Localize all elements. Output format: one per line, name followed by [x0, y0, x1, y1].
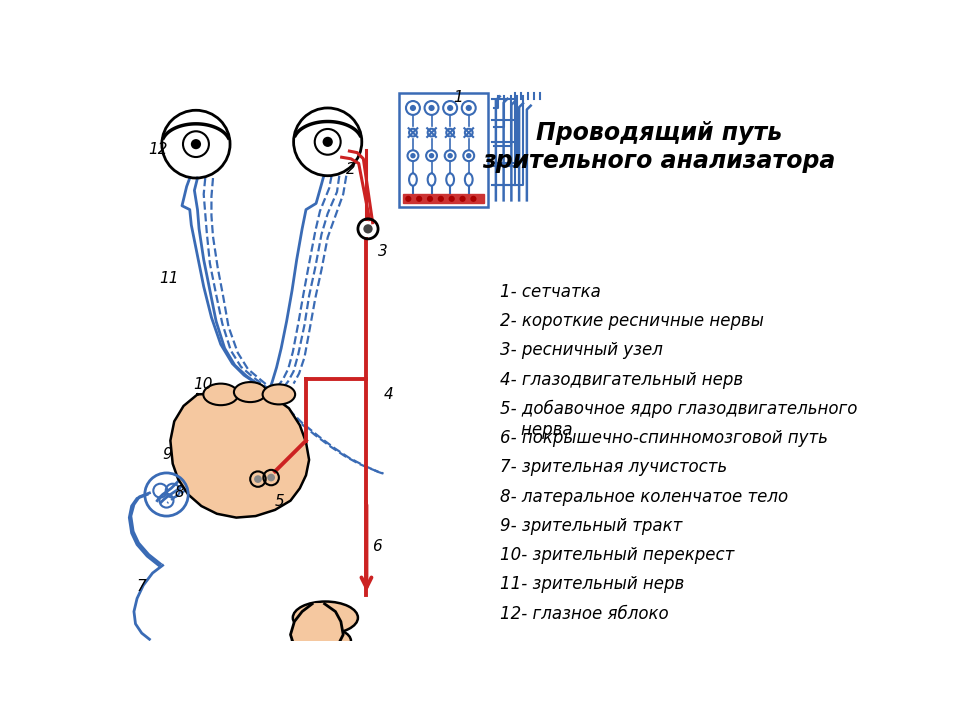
Circle shape — [460, 196, 466, 202]
Ellipse shape — [234, 382, 267, 402]
Circle shape — [429, 153, 434, 158]
Text: 5: 5 — [275, 495, 285, 510]
FancyBboxPatch shape — [403, 194, 484, 204]
Text: 4- глазодвигательный нерв: 4- глазодвигательный нерв — [500, 371, 743, 389]
Ellipse shape — [446, 174, 454, 186]
Text: 10- зрительный перекрест: 10- зрительный перекрест — [500, 546, 734, 564]
Text: 8- латеральное коленчатое тело: 8- латеральное коленчатое тело — [500, 487, 788, 505]
Text: 7- зрительная лучистость: 7- зрительная лучистость — [500, 459, 727, 477]
Text: 2- короткие ресничные нервы: 2- короткие ресничные нервы — [500, 312, 763, 330]
Circle shape — [448, 196, 455, 202]
Text: 11: 11 — [158, 271, 179, 286]
Polygon shape — [291, 604, 344, 695]
Text: 10: 10 — [194, 377, 213, 392]
Ellipse shape — [465, 174, 472, 186]
Text: 12- глазное яблоко: 12- глазное яблоко — [500, 605, 668, 623]
Circle shape — [323, 137, 333, 147]
Circle shape — [254, 475, 262, 483]
FancyBboxPatch shape — [399, 93, 488, 207]
Polygon shape — [299, 614, 337, 689]
Circle shape — [416, 196, 422, 202]
Circle shape — [363, 224, 372, 233]
Circle shape — [427, 196, 433, 202]
Text: 9: 9 — [162, 446, 173, 462]
Ellipse shape — [292, 627, 351, 654]
Text: 6: 6 — [372, 539, 382, 554]
Circle shape — [466, 105, 472, 111]
Ellipse shape — [204, 384, 238, 405]
Circle shape — [410, 153, 416, 158]
Text: 11- зрительный нерв: 11- зрительный нерв — [500, 575, 684, 593]
Circle shape — [191, 139, 201, 149]
Ellipse shape — [293, 601, 358, 634]
Circle shape — [466, 153, 471, 158]
Text: 7: 7 — [137, 579, 147, 594]
Circle shape — [410, 105, 416, 111]
Ellipse shape — [427, 174, 436, 186]
Circle shape — [447, 153, 453, 158]
Circle shape — [428, 105, 435, 111]
Text: 1- сетчатка: 1- сетчатка — [500, 283, 601, 301]
Ellipse shape — [263, 384, 295, 405]
Text: Проводящий путь
зрительного анализатора: Проводящий путь зрительного анализатора — [482, 121, 835, 173]
Text: 1: 1 — [453, 90, 463, 105]
Text: 5- добавочное ядро глазодвигательного
    нерва: 5- добавочное ядро глазодвигательного не… — [500, 400, 857, 438]
Ellipse shape — [409, 174, 417, 186]
Circle shape — [405, 196, 412, 202]
Text: 6- покрышечно-спинномозговой путь: 6- покрышечно-спинномозговой путь — [500, 429, 828, 447]
Text: 8: 8 — [175, 485, 184, 500]
Text: 12: 12 — [148, 142, 167, 157]
Text: 3: 3 — [378, 244, 388, 259]
Text: 4: 4 — [383, 387, 394, 402]
Polygon shape — [170, 393, 309, 518]
Text: 2: 2 — [347, 162, 356, 177]
Circle shape — [447, 105, 453, 111]
Circle shape — [267, 474, 275, 482]
Circle shape — [438, 196, 444, 202]
Circle shape — [470, 196, 476, 202]
Text: 9- зрительный тракт: 9- зрительный тракт — [500, 517, 682, 535]
Text: 3- ресничный узел: 3- ресничный узел — [500, 341, 662, 359]
